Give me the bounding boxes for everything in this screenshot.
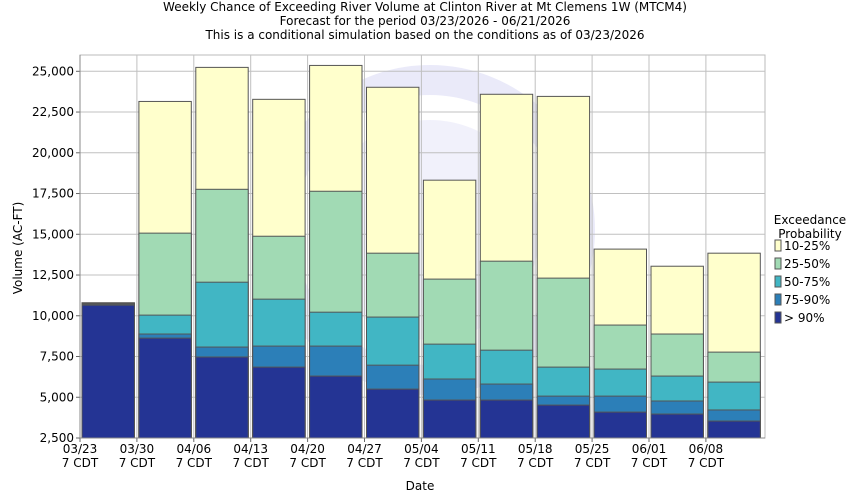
legend-item-label: > 90% — [784, 311, 825, 325]
bar-90-05-11 — [479, 399, 534, 439]
bar-90-05-18 — [536, 404, 591, 439]
x-tick-sublabel: 7 CDT — [631, 456, 668, 470]
x-tick-label: 05/25 — [575, 442, 610, 456]
x-tick-label: 05/11 — [461, 442, 496, 456]
legend-title-1: Exceedance — [774, 213, 846, 227]
x-tick-sublabel: 7 CDT — [688, 456, 725, 470]
legend-swatch — [774, 311, 782, 324]
bar-90-06-01 — [650, 413, 704, 439]
x-tick-label: 03/23 — [63, 442, 98, 456]
y-tick-label: 7,500 — [40, 350, 74, 364]
y-tick-label: 5,000 — [40, 390, 74, 404]
legend-swatch — [774, 275, 782, 288]
x-tick-sublabel: 7 CDT — [574, 456, 611, 470]
y-tick-label: 2,500 — [40, 431, 74, 445]
x-tick-label: 05/04 — [404, 442, 439, 456]
bar-90-04-06 — [195, 356, 249, 439]
x-axis-label: Date — [406, 479, 435, 493]
bar-90-06-08 — [707, 420, 761, 439]
x-tick-label: 04/27 — [347, 442, 382, 456]
bar-90-04-20 — [309, 375, 363, 439]
x-tick-sublabel: 7 CDT — [460, 456, 497, 470]
bar-90-05-04 — [422, 399, 477, 439]
y-tick-label: 10,000 — [32, 309, 74, 323]
legend-title-2: Probability — [778, 227, 841, 241]
legend-swatch — [774, 257, 782, 270]
x-tick-sublabel: 7 CDT — [232, 456, 269, 470]
bar-90-03-30 — [138, 337, 192, 439]
chart-subtitle-2: This is a conditional simulation based o… — [205, 28, 645, 42]
x-tick-label: 04/13 — [233, 442, 268, 456]
y-axis-label: Volume (AC-FT) — [11, 202, 25, 295]
legend-swatch — [774, 293, 782, 306]
x-tick-sublabel: 7 CDT — [62, 456, 99, 470]
x-tick-sublabel: 7 CDT — [289, 456, 326, 470]
legend-swatch — [774, 239, 782, 252]
x-tick-sublabel: 7 CDT — [517, 456, 554, 470]
bar-90-04-13 — [252, 366, 306, 439]
legend-item-label: 25-50% — [784, 257, 830, 271]
legend-item-label: 50-75% — [784, 275, 830, 289]
y-tick-label: 12,500 — [32, 268, 74, 282]
chart-title: Weekly Chance of Exceeding River Volume … — [163, 0, 687, 14]
x-tick-label: 04/20 — [290, 442, 325, 456]
bar-90-04-27 — [366, 388, 420, 439]
y-tick-label: 25,000 — [32, 64, 74, 78]
y-tick-label: 20,000 — [32, 146, 74, 160]
x-tick-sublabel: 7 CDT — [403, 456, 440, 470]
x-tick-sublabel: 7 CDT — [346, 456, 383, 470]
x-tick-label: 06/08 — [689, 442, 724, 456]
chart-subtitle-1: Forecast for the period 03/23/2026 - 06/… — [279, 14, 571, 28]
legend-item-label: 10-25% — [784, 239, 830, 253]
y-tick-label: 15,000 — [32, 227, 74, 241]
x-tick-label: 04/06 — [177, 442, 212, 456]
y-tick-label: 22,500 — [32, 105, 74, 119]
y-tick-label: 17,500 — [32, 187, 74, 201]
bar-90-05-25 — [593, 411, 647, 439]
x-tick-sublabel: 7 CDT — [176, 456, 213, 470]
legend: Exceedance Probability 10-25% 25-50% 50-75… — [774, 213, 846, 325]
legend-item-label: 75-90% — [784, 293, 830, 307]
x-tick-sublabel: 7 CDT — [119, 456, 156, 470]
bar-90-03-23 — [81, 304, 135, 439]
x-tick-label: 06/01 — [632, 442, 667, 456]
x-tick-label: 05/18 — [518, 442, 553, 456]
x-tick-label: 03/30 — [120, 442, 155, 456]
